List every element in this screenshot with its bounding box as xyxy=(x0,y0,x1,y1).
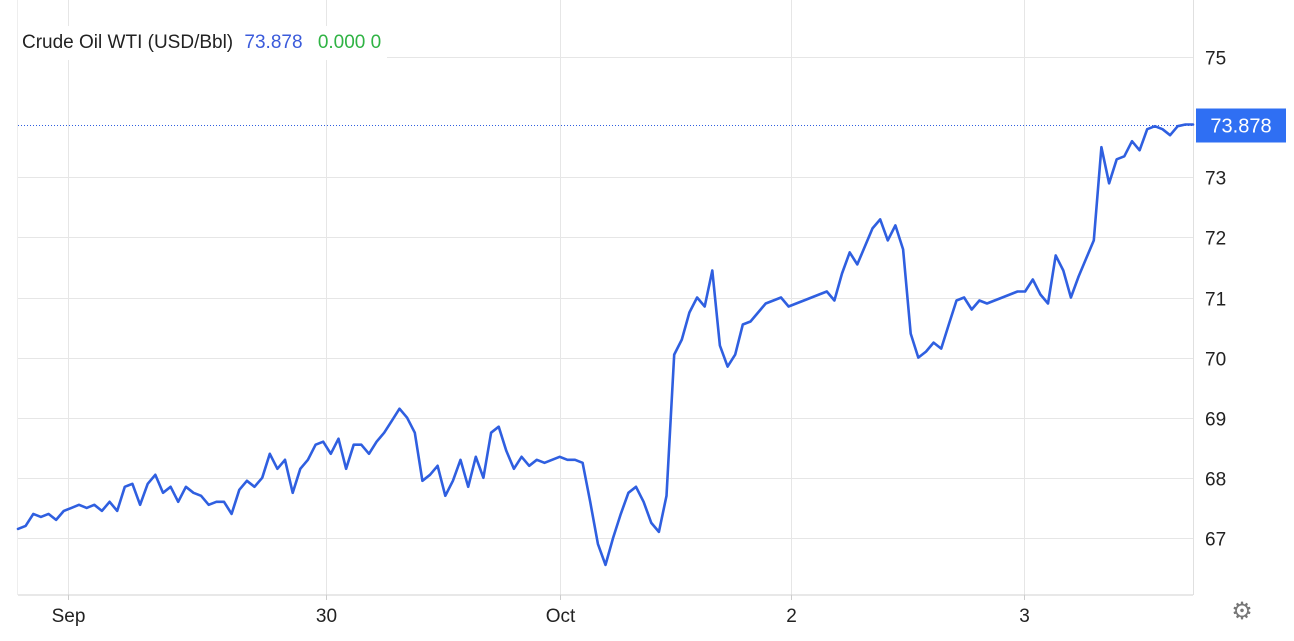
y-tick-label: 72 xyxy=(1205,229,1226,250)
y-tick-label: 71 xyxy=(1205,290,1226,311)
y-tick-label: 75 xyxy=(1205,49,1226,70)
legend-instrument-name: Crude Oil WTI (USD/Bbl) xyxy=(22,32,234,53)
y-tick-label: 73 xyxy=(1205,169,1226,190)
y-tick-label: 70 xyxy=(1205,350,1226,371)
settings-button[interactable]: ⚙ xyxy=(1229,599,1255,625)
last-price-tag xyxy=(1196,108,1286,143)
series-layer xyxy=(16,123,1195,567)
last-price-label: 73.878 xyxy=(1210,116,1271,138)
x-tick-label: 30 xyxy=(316,606,337,627)
x-tick-label: Oct xyxy=(546,606,576,627)
y-tick-label: 69 xyxy=(1205,410,1226,431)
x-tick-label: 3 xyxy=(1019,606,1030,627)
chart-legend: Crude Oil WTI (USD/Bbl) 73.878 0.000 0 xyxy=(18,26,388,60)
legend-price: 73.878 xyxy=(244,32,303,53)
x-tick-label: Sep xyxy=(52,606,86,627)
axes: 67 68 69 70 71 72 73 75 Sep 30 Oct 2 3 xyxy=(17,0,1226,627)
y-tick-label: 68 xyxy=(1205,470,1226,491)
legend-change: 0.000 0 xyxy=(317,32,382,53)
y-tick-label: 67 xyxy=(1205,530,1226,551)
last-price-layer: 73.878 xyxy=(18,108,1286,143)
x-tick-label: 2 xyxy=(786,606,797,627)
gear-icon: ⚙ xyxy=(1231,598,1253,625)
series-line xyxy=(16,123,1195,567)
grid xyxy=(18,0,1193,595)
